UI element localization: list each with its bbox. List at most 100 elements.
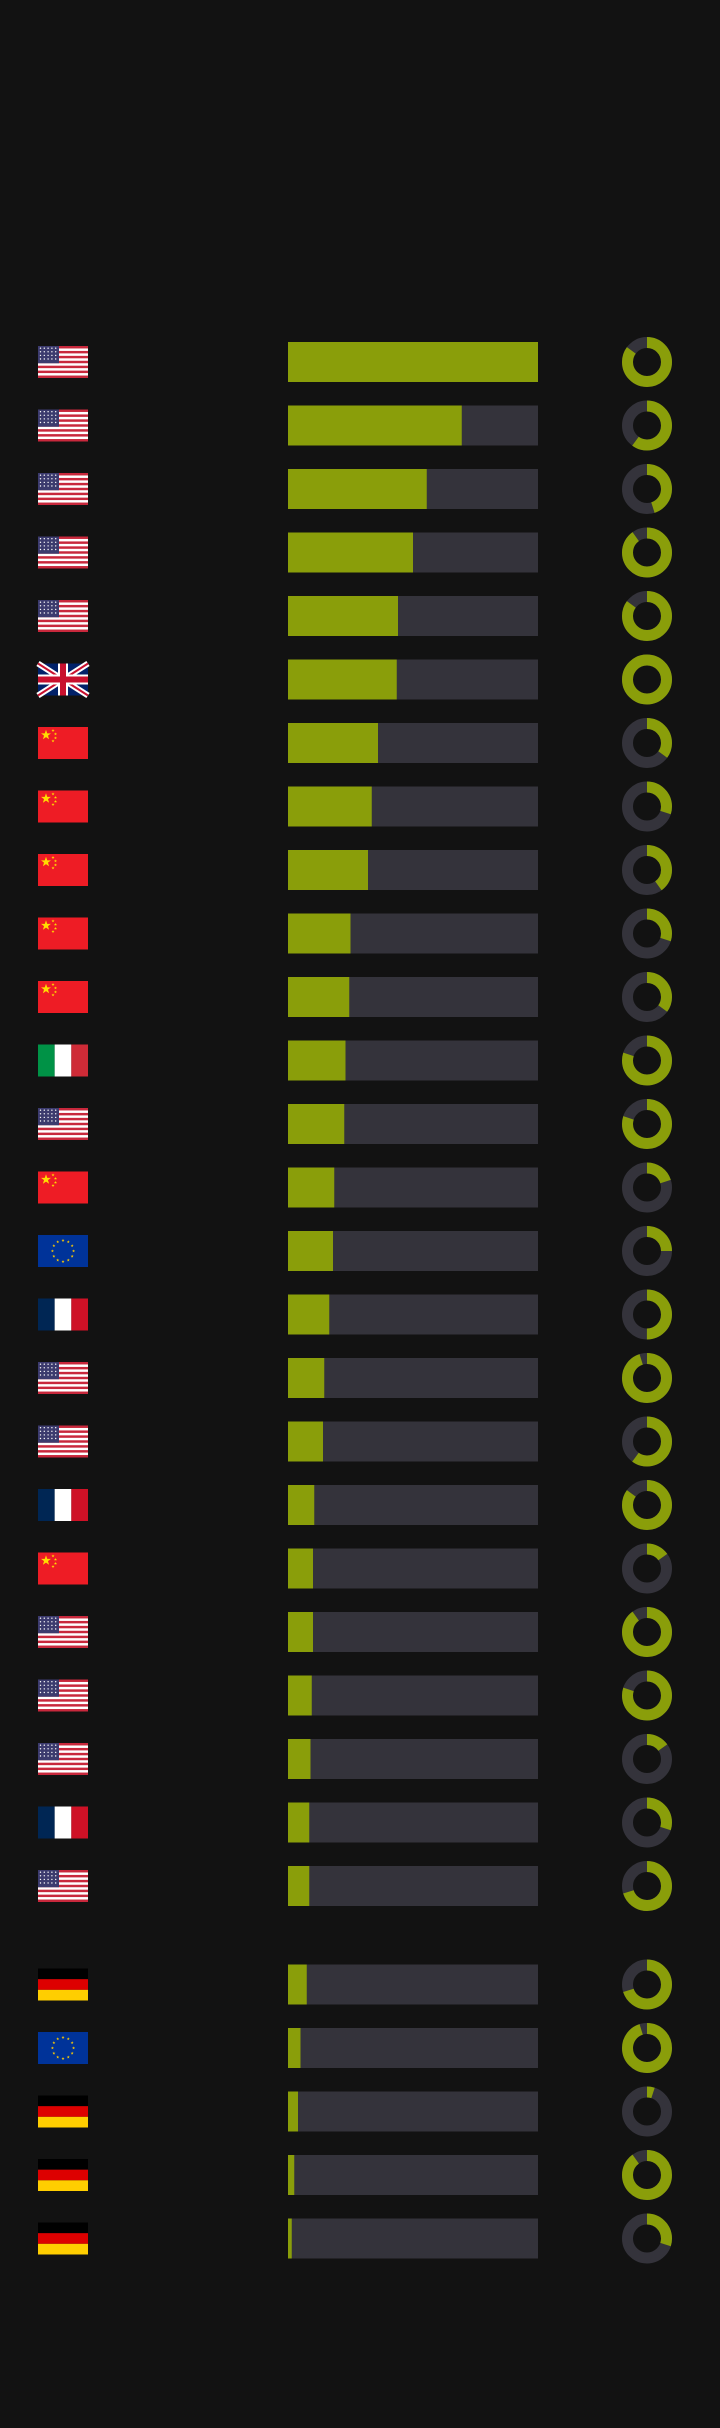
chart-row bbox=[38, 337, 672, 387]
bar bbox=[288, 1231, 333, 1271]
bar bbox=[288, 596, 398, 636]
ring-indicator bbox=[622, 1670, 672, 1721]
ring-indicator bbox=[622, 1607, 672, 1657]
chart-row bbox=[38, 2023, 672, 2073]
chart-row bbox=[38, 2086, 672, 2137]
bar-track bbox=[288, 1485, 538, 1525]
flag-cn-icon bbox=[38, 917, 88, 950]
ring-indicator bbox=[622, 527, 672, 578]
bar bbox=[288, 1739, 311, 1779]
ring-indicator bbox=[622, 718, 672, 768]
bar bbox=[288, 1040, 346, 1081]
flag-us-icon bbox=[38, 600, 88, 632]
chart-row bbox=[38, 718, 672, 768]
bar bbox=[288, 1104, 345, 1144]
flag-cn-icon bbox=[38, 1552, 88, 1585]
flag-cn-icon bbox=[38, 981, 88, 1013]
ring-value bbox=[622, 654, 672, 705]
ring-indicator bbox=[622, 654, 672, 705]
flag-cn-icon bbox=[38, 1171, 88, 1204]
bar bbox=[288, 2155, 295, 2195]
ring-indicator bbox=[622, 908, 672, 959]
chart-row bbox=[38, 1289, 672, 1340]
chart-row bbox=[38, 845, 672, 895]
ring-indicator bbox=[622, 337, 672, 387]
ring-value bbox=[622, 1959, 672, 2010]
chart-row bbox=[38, 781, 672, 832]
ring-indicator bbox=[622, 1162, 672, 1213]
ring-indicator bbox=[622, 2086, 672, 2137]
chart-row bbox=[38, 972, 672, 1022]
bar bbox=[288, 1167, 335, 1208]
ring-value bbox=[622, 845, 672, 895]
flag-uk-icon bbox=[36, 660, 90, 699]
bar bbox=[288, 405, 462, 446]
bar bbox=[288, 1548, 313, 1589]
bar bbox=[288, 2028, 301, 2068]
ring-value bbox=[622, 1416, 672, 1467]
ring-value bbox=[622, 527, 672, 578]
bar bbox=[288, 1294, 330, 1335]
ring-value bbox=[622, 1226, 672, 1276]
ring-indicator bbox=[622, 1353, 672, 1403]
chart-row bbox=[38, 527, 672, 578]
bar-track bbox=[288, 2155, 538, 2195]
chart-row bbox=[38, 1035, 672, 1086]
chart-row bbox=[38, 591, 672, 641]
ring-indicator bbox=[622, 1099, 672, 1149]
bar-track bbox=[288, 2028, 538, 2068]
flag-us-icon bbox=[38, 473, 88, 505]
flag-it-icon bbox=[38, 1044, 88, 1077]
flag-fr-icon bbox=[38, 1489, 88, 1521]
ring-value bbox=[622, 2213, 672, 2264]
flag-fr-icon bbox=[38, 1806, 88, 1839]
flag-us-icon bbox=[38, 409, 88, 442]
chart-row bbox=[38, 400, 672, 451]
bar bbox=[288, 1358, 325, 1398]
flag-us-icon bbox=[38, 1743, 88, 1775]
chart-row bbox=[38, 1353, 672, 1403]
bar bbox=[288, 977, 350, 1017]
ring-indicator bbox=[622, 400, 672, 451]
ring-indicator bbox=[622, 591, 672, 641]
flag-de-icon bbox=[38, 2222, 88, 2255]
bar bbox=[288, 1802, 310, 1843]
chart-row bbox=[38, 908, 672, 959]
ring-indicator bbox=[622, 2213, 672, 2264]
chart-row bbox=[38, 2150, 672, 2200]
ring-indicator bbox=[622, 1480, 672, 1530]
ring-value bbox=[622, 718, 672, 768]
bar-track bbox=[288, 2091, 538, 2132]
bar bbox=[288, 1421, 323, 1462]
flag-cn-icon bbox=[38, 727, 88, 759]
ring-value bbox=[622, 1099, 672, 1149]
ring-value bbox=[622, 1797, 672, 1848]
ring-indicator bbox=[622, 2150, 672, 2200]
flag-fr-icon bbox=[38, 1298, 88, 1331]
bar-track bbox=[288, 1739, 538, 1779]
bar bbox=[288, 2218, 292, 2259]
flag-de-icon bbox=[38, 2159, 88, 2191]
chart-row bbox=[38, 464, 672, 514]
flag-us-icon bbox=[38, 346, 88, 378]
bar bbox=[288, 1612, 313, 1652]
bar bbox=[288, 1866, 310, 1906]
flag-us-icon bbox=[38, 1108, 88, 1140]
flag-us-icon bbox=[38, 1362, 88, 1394]
ring-indicator bbox=[622, 1416, 672, 1467]
bar bbox=[288, 723, 378, 763]
bar bbox=[288, 2091, 298, 2132]
bar bbox=[288, 786, 372, 827]
flag-us-icon bbox=[38, 1870, 88, 1902]
chart-row bbox=[38, 1607, 672, 1657]
ring-value bbox=[622, 1353, 672, 1403]
ring-value bbox=[622, 972, 672, 1022]
bar-track bbox=[288, 1358, 538, 1398]
ring-value bbox=[622, 1162, 672, 1213]
ring-value bbox=[622, 2086, 672, 2137]
bar bbox=[288, 659, 397, 700]
chart-row bbox=[38, 1734, 672, 1784]
ring-value bbox=[622, 1607, 672, 1657]
flag-eu-icon bbox=[38, 2032, 88, 2064]
